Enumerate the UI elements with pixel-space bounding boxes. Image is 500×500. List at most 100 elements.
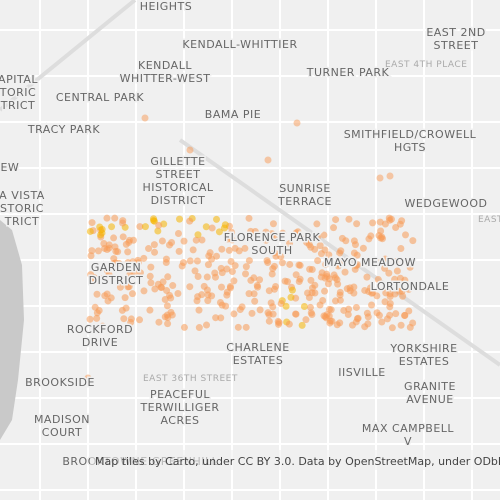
place-label: WEDGEWOOD [405,197,488,210]
point [319,297,327,305]
point [241,244,249,252]
point [322,261,330,269]
point [363,259,371,267]
point [198,291,206,299]
place-label: BROOKSIDE [25,376,95,389]
point [377,234,385,242]
point [313,220,321,228]
point [256,306,264,314]
point [121,294,129,302]
point [141,223,149,231]
point [225,246,233,254]
point [320,312,328,320]
point [251,297,259,305]
point [124,258,132,266]
point [264,258,272,266]
point [195,306,203,314]
point [99,322,107,330]
point [161,296,169,304]
street-label: EAST 36TH STREET [143,374,238,384]
point [313,233,321,241]
point [165,241,173,249]
point [392,224,400,232]
place-label: A VISTA [0,189,45,202]
point [150,215,158,223]
point [208,224,216,232]
point [398,287,406,295]
point [93,290,101,298]
point [163,302,171,310]
point [363,273,371,281]
point [189,246,197,254]
point [365,288,373,296]
point [164,273,172,281]
point [288,286,296,294]
point [341,268,349,276]
point [206,249,214,257]
point [332,216,340,224]
place-label: ESTATES [399,355,450,368]
point [396,274,404,282]
point [352,262,360,270]
point [223,265,231,273]
place-label: LORTONDALE [371,280,450,293]
point [270,262,278,270]
place-label: SUNRISE [279,182,331,195]
point [204,297,212,305]
place-label: TERRACE [277,195,332,208]
point [115,259,123,267]
point [211,269,219,277]
point [387,215,395,223]
point [325,251,333,259]
point [194,272,202,280]
point [376,174,384,182]
point [265,287,273,295]
point [105,271,113,279]
point [222,302,230,310]
point [306,303,314,311]
point [307,309,315,317]
point [203,321,211,329]
point [368,301,376,309]
point [194,231,202,239]
point [110,234,118,242]
attribution-bg [90,450,500,470]
point [150,241,158,249]
point [343,285,351,293]
point [336,319,344,327]
place-label: CENTRAL PARK [56,91,145,104]
point [145,245,153,253]
point [254,283,262,291]
point [136,316,144,324]
point [293,119,301,127]
point [306,236,314,244]
point [300,303,308,311]
point [141,114,149,122]
place-label: TRACY PARK [27,123,101,136]
point [274,317,282,325]
point [217,264,225,272]
point [94,247,102,255]
place-label: WHITTER-WEST [120,72,211,85]
point [231,262,239,270]
point [381,264,389,272]
point [96,223,104,231]
point [369,219,377,227]
point [350,289,358,297]
place-label: STORIC [0,202,44,215]
place-label: TURNER PARK [306,66,390,79]
place-label: ROCKFORD [67,323,133,336]
point [228,268,236,276]
point [223,235,231,243]
point [174,230,182,238]
point [220,224,228,232]
point [155,221,163,229]
point [204,261,212,269]
point [298,321,306,329]
point [262,228,270,236]
point [195,324,203,332]
point [96,278,104,286]
point [391,275,399,283]
point [186,283,194,291]
